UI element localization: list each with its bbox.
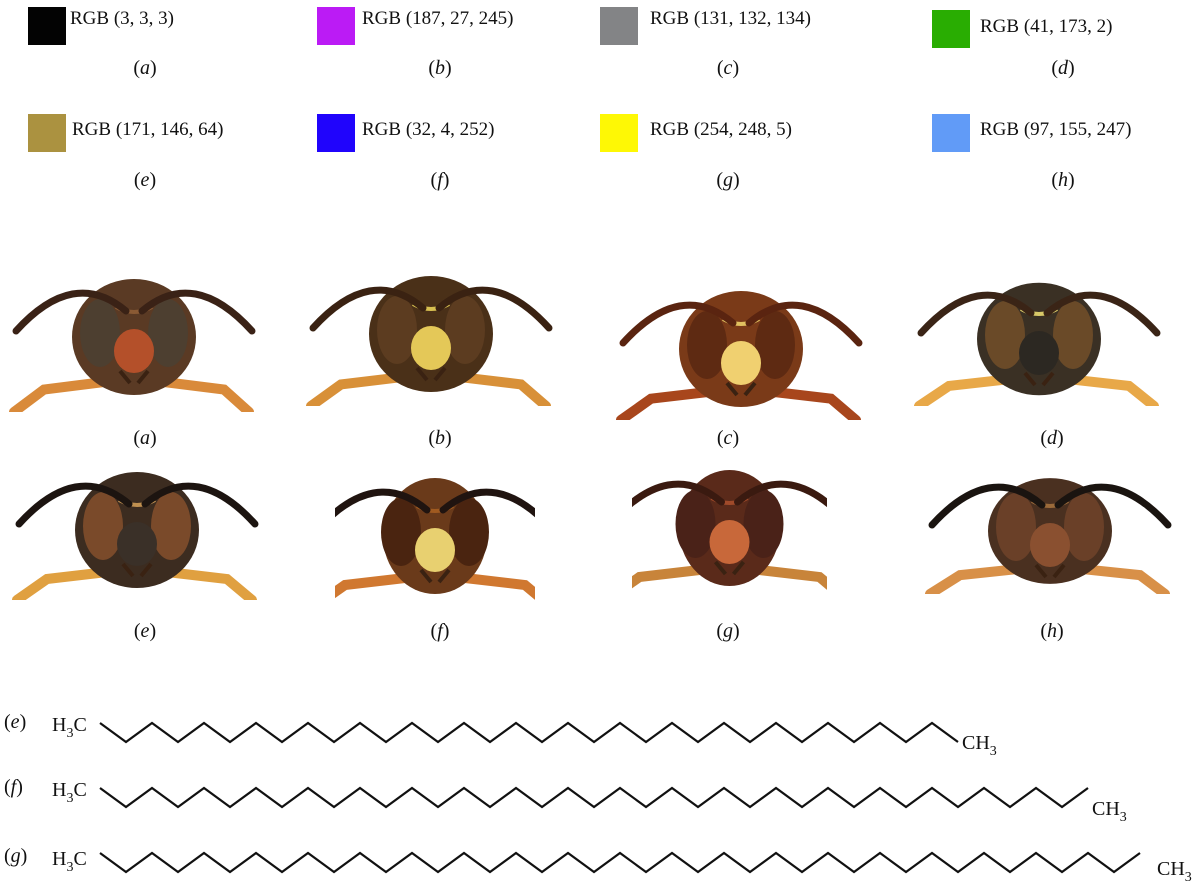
wasp-face-illustration <box>925 478 1172 594</box>
left-group-carbon: C <box>73 714 87 736</box>
right-group-subscript: 3 <box>1184 870 1192 885</box>
swatch-label-f: RGB (32, 4, 252) <box>362 119 495 140</box>
swatch-label-c: RGB (131, 132, 134) <box>650 8 811 29</box>
wasp-face-photo-f <box>335 466 535 606</box>
swatch-caption-a: a <box>125 57 165 79</box>
wasp-face-illustration <box>335 478 535 600</box>
left-group-carbon: C <box>73 779 87 801</box>
wasp-face-illustration <box>306 276 553 406</box>
swatch-label-h: RGB (97, 155, 247) <box>980 119 1132 140</box>
color-swatch-d <box>932 10 970 48</box>
left-group-text: H <box>52 848 67 870</box>
molecule-label-f: f <box>4 776 23 798</box>
wasp-face-illustration <box>632 470 827 590</box>
swatch-caption-c: c <box>708 57 748 79</box>
swatch-caption-d: d <box>1043 57 1083 79</box>
wasp-face-illustration <box>914 282 1161 406</box>
photo-caption-a: a <box>125 427 165 449</box>
right-group-text: CH <box>1157 858 1185 880</box>
swatch-caption-b: b <box>420 57 460 79</box>
swatch-caption-g: g <box>708 169 748 191</box>
photo-caption-f: f <box>420 620 460 642</box>
molecule-f-left-methyl: H3C <box>52 779 87 806</box>
molecule-g-left-methyl: H3C <box>52 848 87 875</box>
swatch-label-d: RGB (41, 173, 2) <box>980 16 1113 37</box>
molecule-label-g: g <box>4 845 27 867</box>
color-swatch-c <box>600 7 638 45</box>
color-swatch-g <box>600 114 638 152</box>
wasp-face-illustration <box>9 279 256 412</box>
photo-caption-c: c <box>708 427 748 449</box>
hydrocarbon-chain-f <box>99 786 1089 809</box>
molecule-g-right-methyl: CH3 <box>1157 858 1192 885</box>
left-group-carbon: C <box>73 848 87 870</box>
photo-caption-g: g <box>708 620 748 642</box>
wasp-face-photo-g <box>632 458 827 598</box>
left-group-text: H <box>52 714 67 736</box>
color-swatch-b <box>317 7 355 45</box>
hydrocarbon-chain-g <box>99 851 1141 874</box>
swatch-label-b: RGB (187, 27, 245) <box>362 8 514 29</box>
left-group-subscript: 3 <box>66 791 74 806</box>
photo-caption-b: b <box>420 427 460 449</box>
wasp-face-illustration <box>12 472 259 600</box>
color-swatch-e <box>28 114 66 152</box>
wasp-face-illustration <box>616 291 863 420</box>
right-group-text: CH <box>1092 798 1120 820</box>
wasp-face-photo-d <box>905 272 1173 406</box>
molecule-e-right-methyl: CH3 <box>962 732 997 759</box>
swatch-label-a: RGB (3, 3, 3) <box>70 8 174 29</box>
color-swatch-h <box>932 114 970 152</box>
swatch-label-e: RGB (171, 146, 64) <box>72 119 224 140</box>
right-group-text: CH <box>962 732 990 754</box>
wasp-face-photo-c <box>585 278 897 420</box>
swatch-caption-h: h <box>1043 169 1083 191</box>
wasp-face-photo-h <box>902 468 1198 594</box>
left-group-subscript: 3 <box>66 860 74 875</box>
left-group-text: H <box>52 779 67 801</box>
photo-caption-h: h <box>1032 620 1072 642</box>
photo-caption-e: e <box>125 620 165 642</box>
left-group-subscript: 3 <box>66 726 74 741</box>
right-group-subscript: 3 <box>1119 810 1127 825</box>
swatch-caption-e: e <box>125 169 165 191</box>
wasp-face-photo-a <box>0 262 268 412</box>
wasp-face-photo-b <box>300 262 562 406</box>
wasp-face-photo-e <box>0 460 274 600</box>
swatch-label-g: RGB (254, 248, 5) <box>650 119 792 140</box>
swatch-caption-f: f <box>420 169 460 191</box>
color-swatch-f <box>317 114 355 152</box>
color-swatch-a <box>28 7 66 45</box>
molecule-label-e: e <box>4 711 26 733</box>
right-group-subscript: 3 <box>989 744 997 759</box>
molecule-f-right-methyl: CH3 <box>1092 798 1127 825</box>
photo-caption-d: d <box>1032 427 1072 449</box>
hydrocarbon-chain-e <box>99 721 959 744</box>
molecule-e-left-methyl: H3C <box>52 714 87 741</box>
